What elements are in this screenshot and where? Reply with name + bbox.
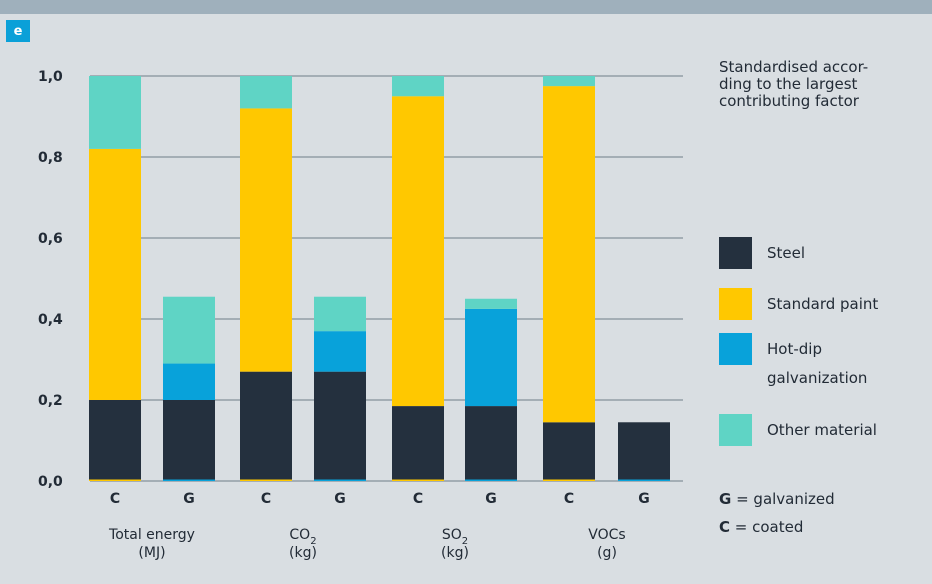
bar-segment-steel (314, 371, 366, 481)
y-tick-label: 0,2 (38, 393, 63, 409)
bar-segment-standard_paint (392, 96, 444, 407)
bar-segment-hot_dip (163, 363, 215, 400)
group-label: (kg) (441, 545, 469, 561)
bar-segment-hot_dip (465, 308, 517, 407)
bar-base-strip (465, 479, 517, 481)
bar-segment-other (163, 296, 215, 364)
legend-swatch-other (719, 414, 752, 446)
bar-segment-standard_paint (240, 108, 292, 372)
bar-category-label: G (638, 491, 650, 507)
bar-base-strip (163, 479, 215, 481)
y-tick-label: 0,8 (38, 150, 63, 166)
y-tick-label: 0,4 (38, 312, 63, 328)
group-label: (g) (597, 545, 617, 561)
group-label: SO2 (442, 527, 468, 547)
bar-category-label: G (485, 491, 497, 507)
bar-segment-steel (89, 400, 141, 481)
bar-segment-steel (392, 406, 444, 481)
bar-category-label: C (413, 491, 423, 507)
legend-label-hot_dip: galvanization (767, 369, 867, 387)
key-galvanized: G = galvanized (719, 490, 835, 508)
key-coated: C = coated (719, 518, 803, 536)
panel-label-badge: e (6, 20, 30, 42)
bar-segment-standard_paint (543, 86, 595, 423)
bar-segment-steel (465, 406, 517, 481)
bar-base-strip (618, 479, 670, 481)
group-label: (MJ) (138, 545, 165, 561)
bar-category-label: C (261, 491, 271, 507)
legend-label-standard_paint: Standard paint (767, 295, 878, 313)
top-strip (0, 0, 932, 14)
bar-segment-other (89, 76, 141, 149)
legend-label-other: Other material (767, 421, 877, 439)
bar-segment-other (543, 76, 595, 87)
bar-base-strip (392, 479, 444, 481)
bar-segment-steel (543, 422, 595, 481)
bar-base-strip (543, 479, 595, 481)
bar-category-label: G (334, 491, 346, 507)
bar-base-strip (89, 479, 141, 481)
legend-swatch-standard_paint (719, 288, 752, 320)
scale-note-line: contributing factor (719, 92, 860, 110)
bar-category-label: C (564, 491, 574, 507)
bar-segment-steel (618, 422, 670, 481)
legend-swatch-hot_dip (719, 333, 752, 365)
y-tick-label: 0,6 (38, 231, 63, 247)
y-tick-label: 1,0 (38, 69, 63, 85)
group-label: CO2 (289, 527, 316, 547)
bar-segment-other (465, 298, 517, 309)
group-label: VOCs (588, 527, 625, 543)
bar-base-strip (240, 479, 292, 481)
bar-segment-other (392, 76, 444, 97)
group-label: Total energy (108, 527, 195, 543)
scale-note-line: ding to the largest (719, 75, 858, 93)
bar-segment-other (240, 76, 292, 109)
bar-segment-steel (163, 400, 215, 481)
legend-swatch-steel (719, 237, 752, 269)
bar-segment-hot_dip (314, 331, 366, 372)
bar-category-label: C (110, 491, 120, 507)
legend-label-hot_dip: Hot-dip (767, 340, 822, 358)
bar-segment-other (314, 296, 366, 332)
bar-category-label: G (183, 491, 195, 507)
legend-label-steel: Steel (767, 244, 805, 262)
bar-segment-standard_paint (89, 148, 141, 400)
bar-base-strip (314, 479, 366, 481)
bar-segment-steel (240, 371, 292, 481)
scale-note-line: Standardised accor- (719, 58, 868, 76)
group-label: (kg) (289, 545, 317, 561)
y-tick-label: 0,0 (38, 474, 63, 490)
